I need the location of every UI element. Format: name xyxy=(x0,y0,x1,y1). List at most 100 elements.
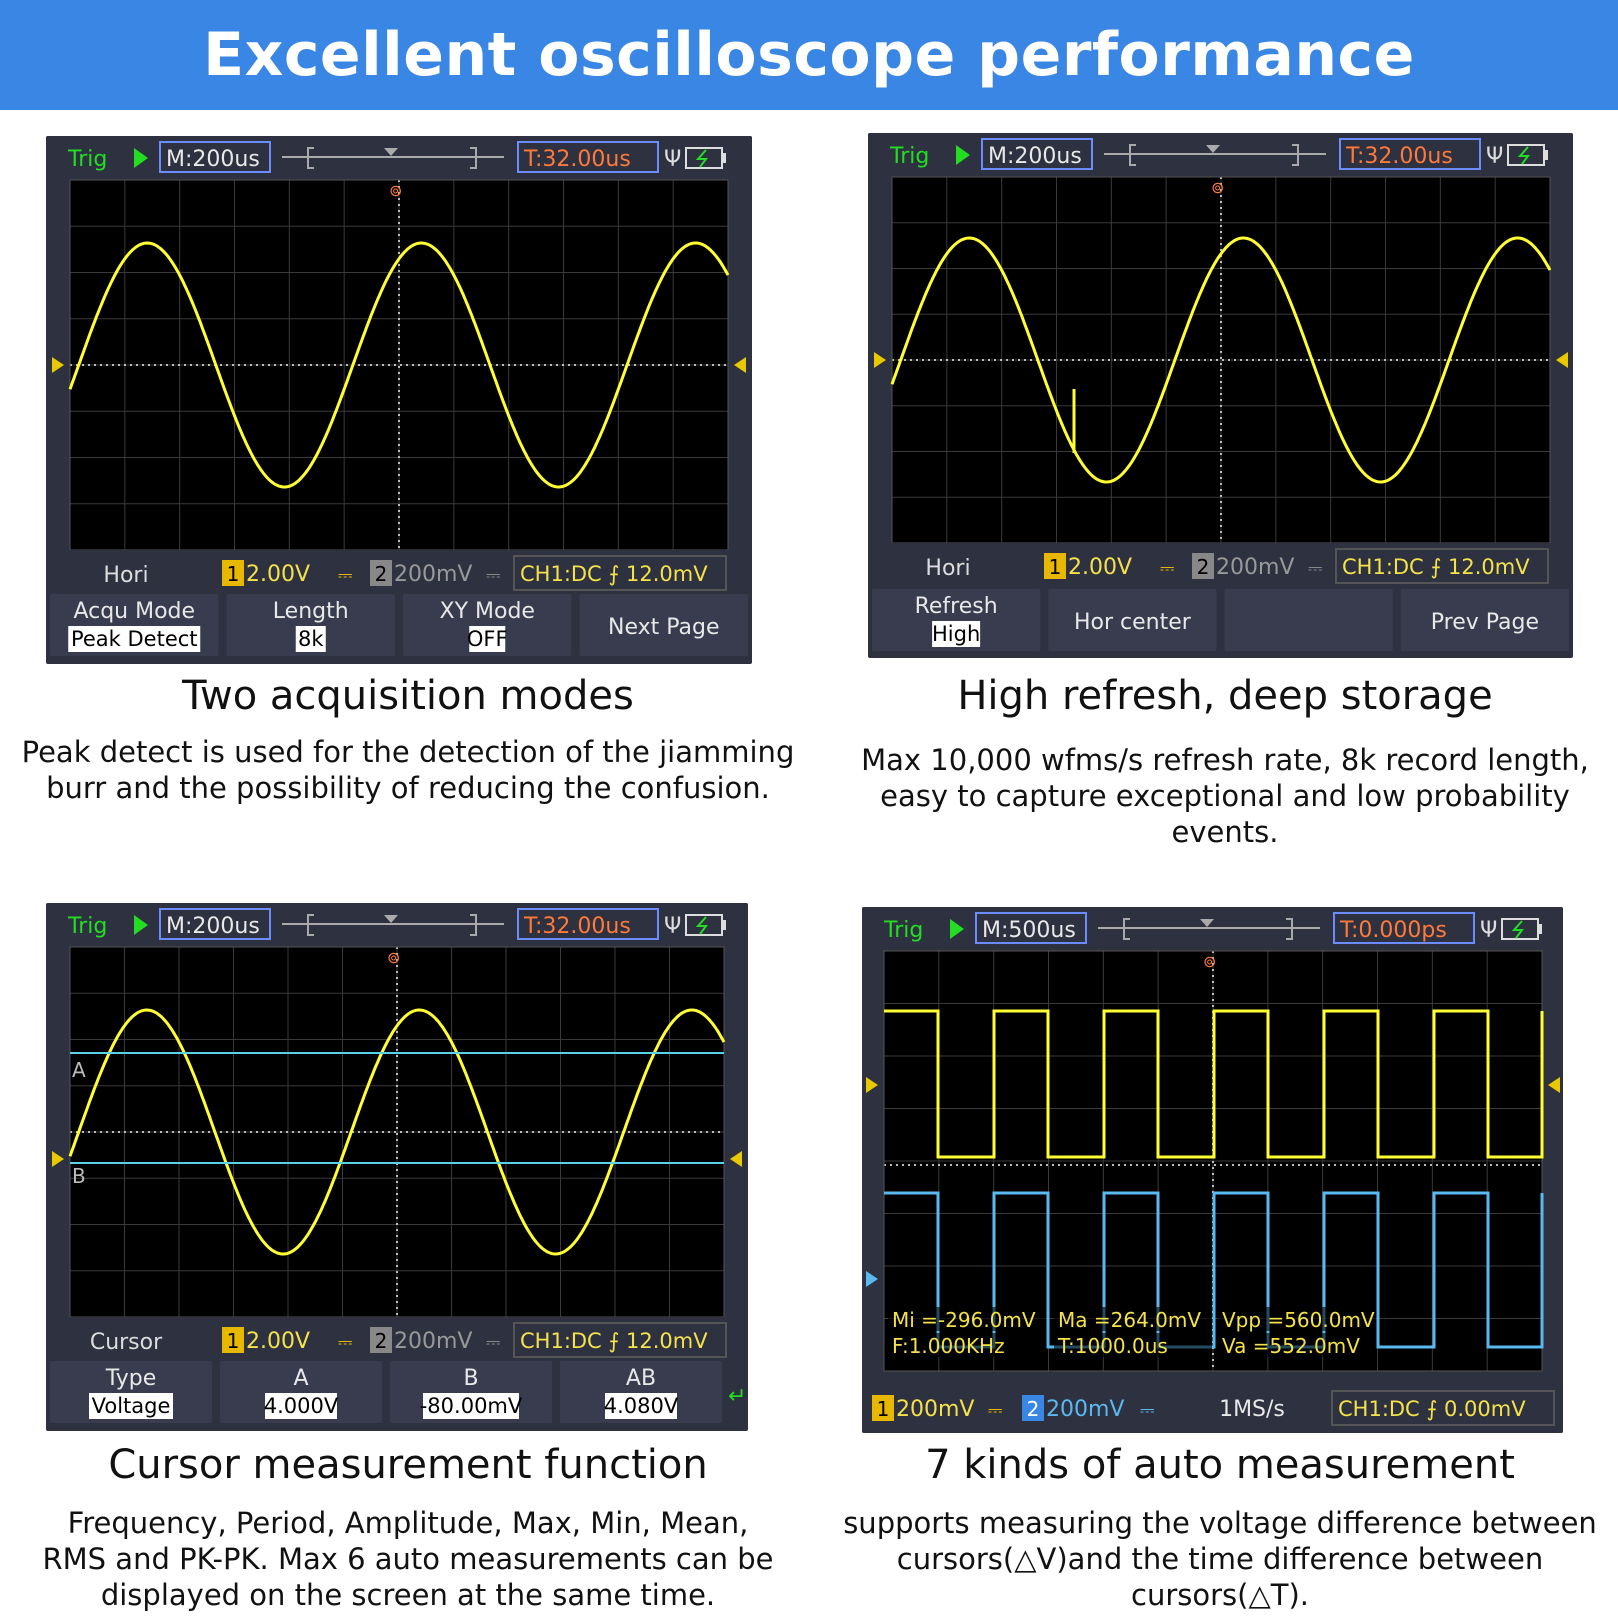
menu-button-4[interactable] xyxy=(560,1361,722,1423)
measurement-value: Va =552.0mV xyxy=(1222,1334,1360,1358)
memory-window xyxy=(307,147,477,169)
ch1-waveform xyxy=(890,236,1552,484)
menu-value: 8k xyxy=(298,627,324,651)
cursor-b-label: B xyxy=(72,1164,86,1188)
scope-display: Trig M:200us T:32.00us Ψ ⊚ Hori 1 2.00V ⎓ 2 200mV ⎓… xyxy=(868,133,1573,651)
ch1-square-waveform xyxy=(884,1009,1544,1159)
menu-label: Type xyxy=(105,1366,157,1391)
ch1-waveform xyxy=(68,1008,726,1256)
menu-value-box xyxy=(295,626,326,652)
menu-value: Voltage xyxy=(92,1394,171,1418)
ch1-waveform xyxy=(68,241,730,489)
ch2-badge xyxy=(1022,1395,1044,1421)
ch2-square-waveform xyxy=(884,1191,1544,1349)
ch2-badge xyxy=(370,560,392,586)
usb-icon: Ψ xyxy=(1486,144,1503,169)
ch1-badge xyxy=(872,1395,894,1421)
menu-value-box xyxy=(605,1393,677,1419)
trigger-time-box[interactable] xyxy=(1333,912,1475,944)
measurement-box xyxy=(1054,1333,1212,1357)
charging-icon xyxy=(1517,146,1530,165)
trigger-time-box[interactable] xyxy=(517,908,659,940)
back-arrow-icon[interactable]: ↵ xyxy=(728,1384,746,1409)
trigger-time-marker-icon: ⊚ xyxy=(1203,952,1216,971)
timebase-label: M:200us xyxy=(166,147,260,172)
ch2-number: 2 xyxy=(1197,555,1210,579)
timebase-label: M:200us xyxy=(988,144,1082,169)
header-banner: Excellent oscilloscope performance xyxy=(0,0,1618,110)
charging-icon xyxy=(1511,920,1524,939)
coupling-dc-icon: ⎓ xyxy=(1140,1400,1154,1421)
memory-window xyxy=(1129,144,1299,166)
ch1-number: 1 xyxy=(877,1397,890,1421)
menu-value: -80.00mV xyxy=(420,1394,523,1418)
menu-label: A xyxy=(293,1366,308,1391)
caption-text: supports measuring the voltage differenc… xyxy=(843,1506,1597,1612)
ch1-scale: 2.00V xyxy=(246,1329,310,1354)
caption-acquisition: Two acquisition modes Peak detect is use… xyxy=(20,672,796,806)
timebase-box[interactable] xyxy=(159,141,271,173)
menu-label: Acqu Mode xyxy=(73,599,195,624)
menu-button-2[interactable] xyxy=(220,1361,382,1423)
caption-text: Peak detect is used for the detection of… xyxy=(21,735,795,805)
timebase-box[interactable] xyxy=(975,912,1087,944)
menu-button-3[interactable] xyxy=(1224,589,1393,651)
cursor-a-label: A xyxy=(72,1058,86,1082)
status-bar xyxy=(46,550,752,594)
run-icon xyxy=(950,919,964,939)
ch2-number: 2 xyxy=(375,562,388,586)
trigger-status: Trig xyxy=(883,918,923,943)
trigger-info-box xyxy=(1331,1390,1555,1426)
menu-label: B xyxy=(463,1366,478,1391)
ch2-scale: 200mV xyxy=(1216,555,1294,580)
scope-screen-cursor: Trig M:200us T:32.00us Ψ ⊚ A B Cursor 1 2.00V ⎓ 2 20… xyxy=(46,903,748,1431)
usb-icon: Ψ xyxy=(664,147,681,172)
menu-label: Refresh xyxy=(915,594,998,619)
memory-window xyxy=(1123,918,1293,940)
ch2-scale: 200mV xyxy=(394,1329,472,1354)
timebase-box[interactable] xyxy=(981,138,1093,170)
trigger-info-box xyxy=(513,555,727,591)
menu-button-2[interactable] xyxy=(1048,589,1217,651)
timebase-label: M:200us xyxy=(166,914,260,939)
caption-title: High refresh, deep storage xyxy=(957,673,1493,719)
caption-refresh: High refresh, deep storage Max 10,000 wf… xyxy=(860,672,1590,850)
coupling-dc-icon: ⎓ xyxy=(1160,558,1174,579)
menu-label: Hor center xyxy=(1074,610,1192,635)
caption-text: Frequency, Period, Amplitude, Max, Min, … xyxy=(42,1506,774,1612)
sample-rate: 1MS/s xyxy=(1219,1397,1285,1422)
caption-cursor: Cursor measurement function Frequency, P… xyxy=(20,1441,796,1613)
coupling-dc-icon: ⎓ xyxy=(988,1400,1002,1421)
ch1-level-marker-icon xyxy=(52,1151,64,1167)
coupling-dc-icon: ⎓ xyxy=(486,1332,500,1353)
menu-button-4[interactable] xyxy=(1400,589,1569,651)
menu-button-4[interactable] xyxy=(579,594,749,656)
ch2-scale: 200mV xyxy=(1046,1397,1124,1422)
menu-button-1[interactable] xyxy=(872,589,1041,651)
timebase-box[interactable] xyxy=(159,908,271,940)
trigger-time-box[interactable] xyxy=(517,141,659,173)
ch1-badge xyxy=(222,1327,244,1353)
trigger-time-label: T:0.000ps xyxy=(1339,918,1447,943)
battery-tip-icon xyxy=(722,920,726,930)
menu-mode-label: Hori xyxy=(925,556,970,581)
ch1-badge xyxy=(222,560,244,586)
menu-value: High xyxy=(932,622,980,646)
menu-button-2[interactable] xyxy=(226,594,396,656)
trigger-time-marker-icon: ⊚ xyxy=(389,181,402,200)
run-icon xyxy=(134,915,148,935)
trigger-time-marker-icon: ⊚ xyxy=(1211,178,1224,197)
trigger-time-box[interactable] xyxy=(1339,138,1481,170)
coupling-dc-icon: ⎓ xyxy=(338,565,352,586)
ch2-badge xyxy=(1192,553,1214,579)
trigger-status: Trig xyxy=(67,147,107,172)
trigger-info: CH1:DC ⨍ 0.00mV xyxy=(1338,1397,1526,1421)
page-title: Excellent oscilloscope performance xyxy=(203,20,1415,90)
menu-button-3[interactable] xyxy=(403,594,572,656)
ch2-badge xyxy=(370,1327,392,1353)
menu-value-box xyxy=(265,1393,337,1419)
status-bar xyxy=(46,1317,748,1361)
timebase-label: M:500us xyxy=(982,918,1076,943)
menu-label: Prev Page xyxy=(1431,610,1539,635)
measurement-value: Mi =-296.0mV xyxy=(892,1308,1036,1332)
